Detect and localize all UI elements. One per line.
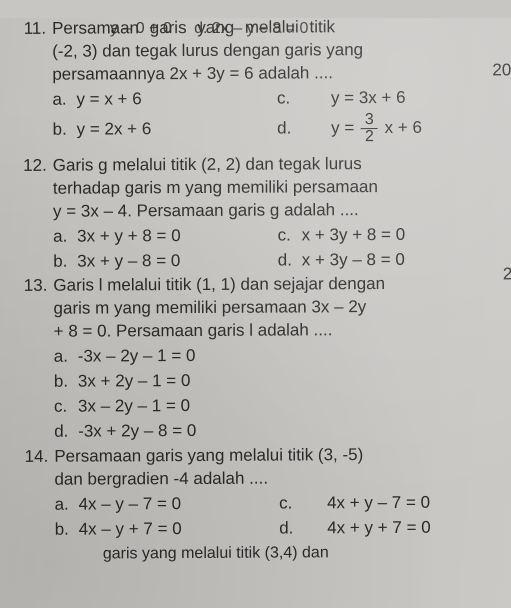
opt-text: 3x + y + 8 = 0 — [77, 225, 181, 248]
opt-text: x + 3y + 8 = 0 — [302, 223, 406, 246]
q11-line3: persamaannya 2x + 3y = 6 adalah .... — [52, 61, 501, 86]
opt-text: 3x + 2y – 1 = 0 — [78, 370, 191, 394]
opt-letter: b. — [53, 250, 77, 273]
q12-opt-a: a. 3x + y + 8 = 0 — [53, 224, 278, 248]
opt-text: x + 3y – 8 = 0 — [302, 248, 405, 271]
opt-letter: d. — [278, 249, 302, 272]
opt-letter: a. — [54, 493, 78, 516]
opt-letter: b. — [55, 518, 79, 541]
frac-den: 2 — [361, 129, 378, 145]
q11-d-pre: y = — [331, 118, 359, 137]
opt-letter: d. — [277, 117, 301, 140]
opt-letter: c. — [54, 396, 78, 419]
q14-opt-a: a. 4x – y – 7 = 0 — [54, 492, 279, 516]
q13-opt-b: b. 3x + 2y – 1 = 0 — [54, 369, 503, 394]
opt-text: y = 32 x + 6 — [301, 112, 422, 146]
opt-text: y = 2x + 6 — [77, 118, 152, 141]
q11-opt-c: c. y = 3x + 6 — [277, 86, 502, 110]
opt-letter: a. — [52, 88, 76, 111]
q13-opt-d: d. -3x + 2y – 8 = 0 — [54, 418, 503, 443]
q14-opt-b: b. 4x – y + 7 = 0 — [55, 517, 280, 541]
opt-text: 4x + y – 7 = 0 — [303, 492, 430, 516]
q14-opt-c: c. 4x + y – 7 = 0 — [279, 491, 504, 515]
q13-line2: garis m yang memiliki persamaan 3x – 2y — [53, 296, 502, 321]
question-11: 11. Persamaan garis yang melalui titik (… — [10, 15, 502, 146]
qnum-12: 12. — [11, 154, 53, 177]
q13-line1: Garis l melalui titik (1, 1) dan sejajar… — [53, 273, 502, 298]
question-13: 13. Garis l melalui titik (1, 1) dan sej… — [11, 273, 503, 444]
opt-letter: d. — [279, 517, 303, 540]
opt-letter: b. — [54, 371, 78, 394]
question-12: 12. Garis g melalui titik (2, 2) dan teg… — [11, 152, 503, 273]
opt-text: y = 3x + 6 — [301, 87, 406, 110]
q13-opt-c: c. 3x – 2y – 1 = 0 — [54, 393, 503, 418]
opt-text: y = x + 6 — [76, 88, 141, 111]
frac-num: 3 — [361, 112, 378, 129]
q11-line1: Persamaan garis yang melalui titik — [52, 15, 501, 40]
q14-opt-d: d. 4x + y + 7 = 0 — [279, 516, 504, 540]
qnum-11: 11. — [10, 18, 52, 41]
opt-letter: d. — [54, 421, 78, 444]
q11-line2: (-2, 3) dan tegak lurus dengan garis yan… — [52, 38, 501, 63]
q12-line1: Garis g melalui titik (2, 2) dan tegak l… — [53, 152, 502, 177]
q11-d-post: x + 6 — [380, 118, 422, 137]
opt-letter: a. — [54, 346, 78, 369]
q11-opt-b: b. y = 2x + 6 — [53, 112, 278, 146]
opt-text: 3x – 2y – 1 = 0 — [78, 395, 190, 419]
bottom-fragment: garis yang melalui titik (3,4) dan — [103, 541, 504, 565]
edge-20: 20 — [492, 59, 511, 82]
opt-text: 4x – y + 7 = 0 — [79, 518, 182, 541]
q12-opt-d: d. x + 3y – 8 = 0 — [278, 248, 503, 272]
opt-letter: a. — [53, 225, 77, 248]
opt-text: -3x + 2y – 8 = 0 — [78, 420, 196, 444]
q12-opt-b: b. 3x + y – 8 = 0 — [53, 249, 278, 273]
question-14: 14. Persamaan garis yang melalui titik (… — [12, 443, 503, 541]
opt-text: 4x + y + 7 = 0 — [303, 517, 431, 541]
q11-opt-d: d. y = 32 x + 6 — [277, 111, 502, 145]
opt-letter: c. — [279, 492, 303, 515]
edge-2: 2 — [503, 263, 511, 286]
q12-line2: terhadap garis m yang memiliki persamaan — [53, 175, 502, 200]
q14-line1: Persamaan garis yang melalui titik (3, -… — [54, 443, 503, 468]
opt-text: 4x – y – 7 = 0 — [78, 493, 181, 516]
opt-letter: b. — [53, 118, 77, 141]
opt-text: 3x + y – 8 = 0 — [77, 250, 180, 273]
qnum-13: 13. — [11, 275, 53, 298]
q13-opt-a: a. -3x – 2y – 1 = 0 — [54, 344, 503, 369]
opt-letter: c. — [278, 224, 302, 247]
qnum-14: 14. — [12, 446, 54, 469]
opt-letter: c. — [277, 87, 301, 110]
q14-line2: dan bergradien -4 adalah .... — [54, 466, 503, 491]
q13-line3: + 8 = 0. Persamaan garis l adalah .... — [54, 319, 503, 344]
fraction: 32 — [361, 112, 378, 145]
q11-opt-a: a. y = x + 6 — [52, 87, 277, 111]
opt-text: -3x – 2y – 1 = 0 — [78, 345, 196, 369]
q12-line3: y = 3x – 4. Persamaan garis g adalah ...… — [53, 198, 502, 223]
q12-opt-c: c. x + 3y + 8 = 0 — [278, 223, 503, 247]
